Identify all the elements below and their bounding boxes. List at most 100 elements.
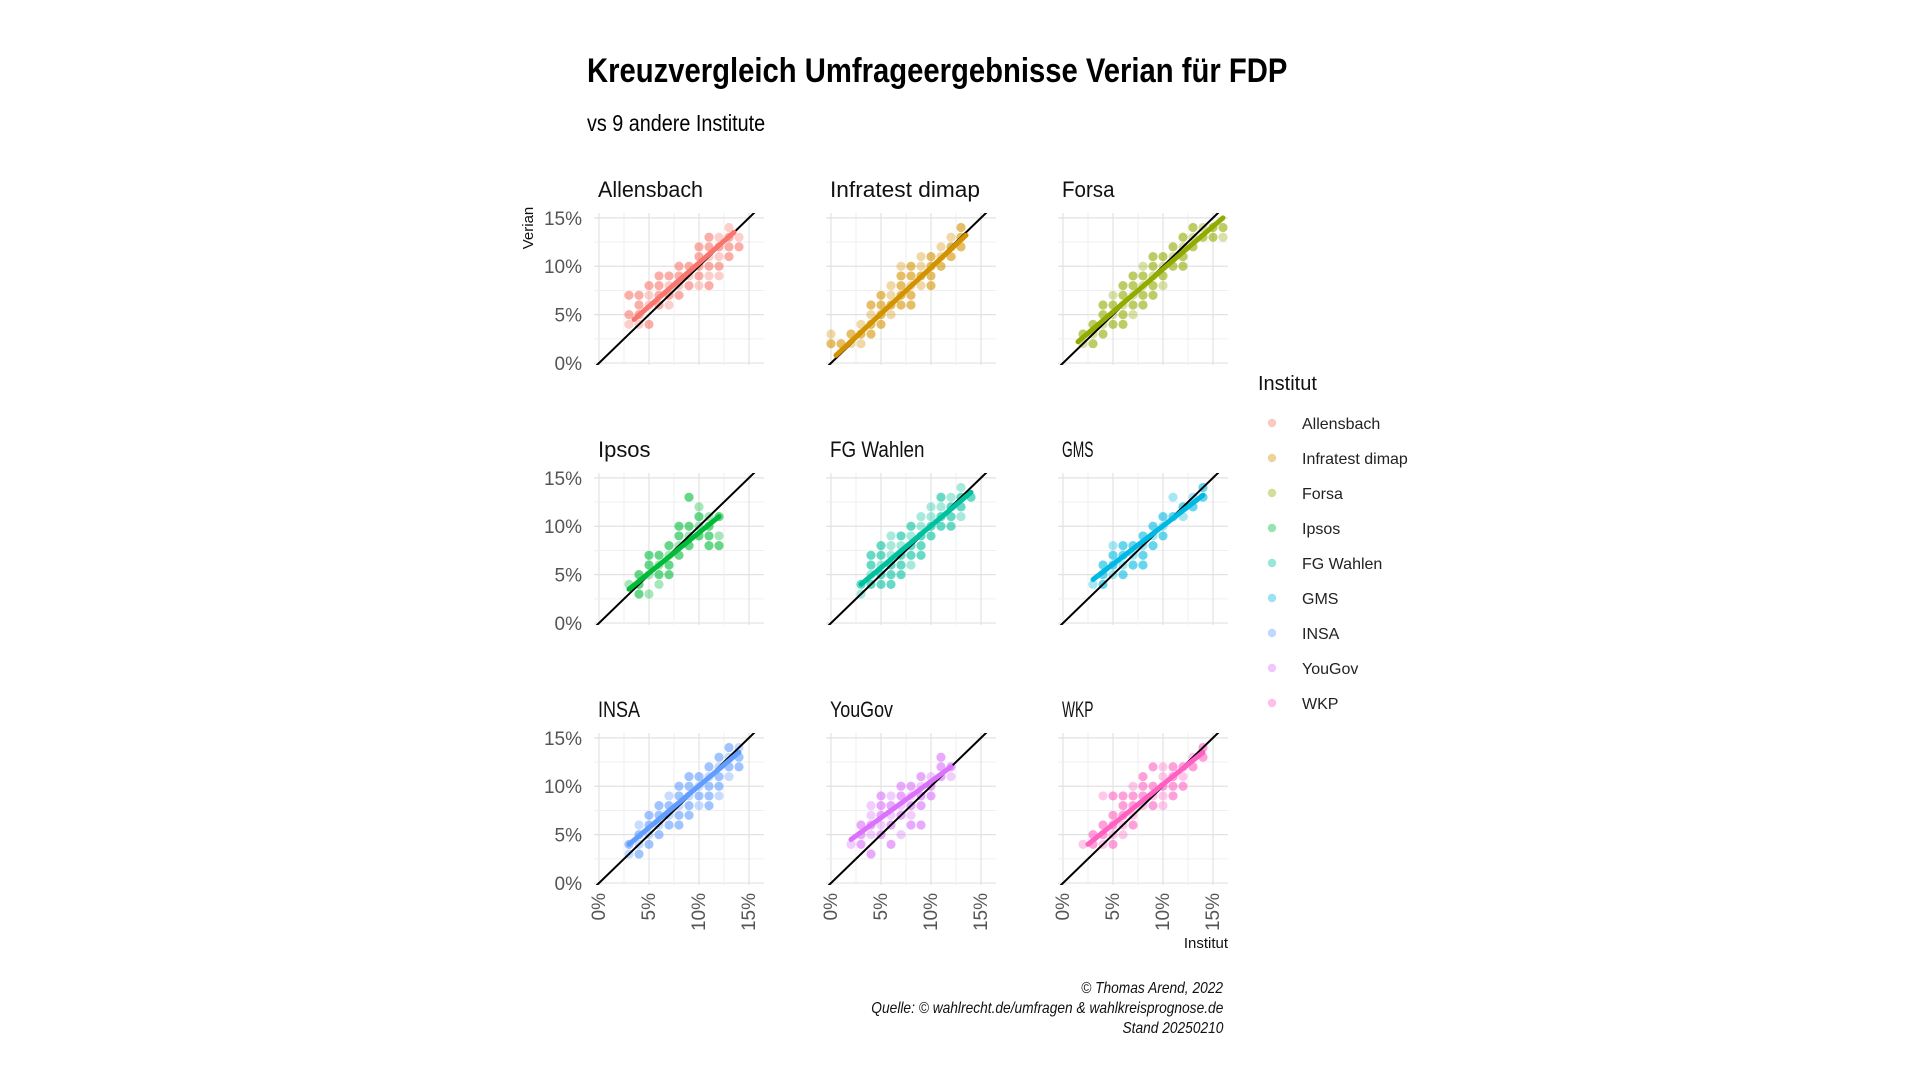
data-point [1108,810,1118,820]
data-point [734,762,744,772]
facet-title-gms: GMS [1062,437,1094,462]
data-point [634,290,644,300]
data-point [1148,762,1158,772]
data-point [644,290,654,300]
data-point [1128,310,1138,320]
legend-key-2 [1267,488,1277,498]
legend-label-1: Infratest dimap [1302,451,1408,468]
data-point [956,511,966,522]
data-point [1128,271,1138,281]
panel-plot-area [827,473,988,625]
data-point [694,281,704,291]
data-point [624,310,634,320]
data-point [714,271,724,281]
y-tick-label: 15% [544,209,582,230]
legend-label-3: Ipsos [1302,521,1340,538]
data-point [866,560,876,570]
data-point [634,820,644,830]
trend-line [833,232,969,358]
data-point [704,791,714,801]
data-point [704,762,714,772]
x-tick-label: 5% [1103,893,1124,921]
y-tick-label: 0% [555,354,583,375]
data-point [684,492,694,502]
data-point [714,752,724,762]
data-point [674,521,684,531]
data-point [1098,820,1108,830]
trend-line [1085,749,1206,847]
data-point [644,810,654,820]
data-point [926,531,936,541]
y-tick-label: 5% [555,826,583,847]
data-point [684,801,694,811]
data-point [1188,222,1198,233]
data-point [1098,300,1108,310]
data-point [1148,261,1158,271]
x-tick-label: 5% [871,893,892,921]
data-point [1118,281,1128,291]
legend-label-7: YouGov [1302,661,1358,678]
legend-key-5 [1267,593,1277,603]
data-point [684,281,694,291]
y-tick-label: 5% [555,566,583,587]
data-point [906,261,916,271]
data-point [876,300,886,310]
data-point [826,329,836,339]
data-point [1118,290,1128,300]
data-point [664,570,674,580]
data-point [714,791,724,801]
data-point [896,570,906,580]
data-point [1208,232,1218,242]
data-point [1168,242,1178,252]
data-point [906,560,916,570]
data-point [1158,791,1168,801]
legend-label-4: FG Wahlen [1302,556,1382,573]
data-point [1108,839,1118,849]
data-point [856,339,866,349]
y-tick-label: 10% [544,517,582,538]
data-point [1138,290,1148,300]
data-point [906,290,916,300]
y-tick-label: 15% [544,469,582,490]
facet-title-wkp: WKP [1062,697,1094,722]
data-point [1088,579,1098,589]
data-point [724,251,734,262]
data-point [704,271,714,281]
data-point [916,541,926,551]
data-point [664,791,674,801]
data-point [1168,492,1178,502]
data-point [704,281,714,291]
data-point [1118,801,1128,811]
data-point [704,801,714,811]
data-point [1118,319,1128,329]
data-point [724,242,734,252]
data-point [896,830,906,840]
trend-line [1090,492,1206,582]
data-point [694,791,704,801]
panel-plot-area [595,213,756,365]
data-point [926,502,936,512]
credit-author: © Thomas Arend, 2022 [1081,980,1223,997]
data-point [886,570,896,580]
data-point [846,839,856,849]
data-point [916,771,926,782]
data-point [1148,290,1158,300]
data-point [734,232,744,242]
data-point [936,261,946,271]
data-point [866,300,876,310]
legend-key-1 [1267,453,1277,463]
x-tick-label: 0% [1053,893,1074,921]
data-point [664,541,674,551]
data-point [1138,550,1148,560]
data-point [866,329,876,339]
y-tick-label: 15% [544,729,582,750]
data-point [724,222,734,233]
legend-key-6 [1267,628,1277,638]
data-point [886,531,896,541]
panel-plot-area [1059,213,1228,365]
reference-line [1059,473,1220,625]
data-point [916,251,926,262]
x-tick-label: 15% [971,893,992,931]
data-point [936,752,946,762]
